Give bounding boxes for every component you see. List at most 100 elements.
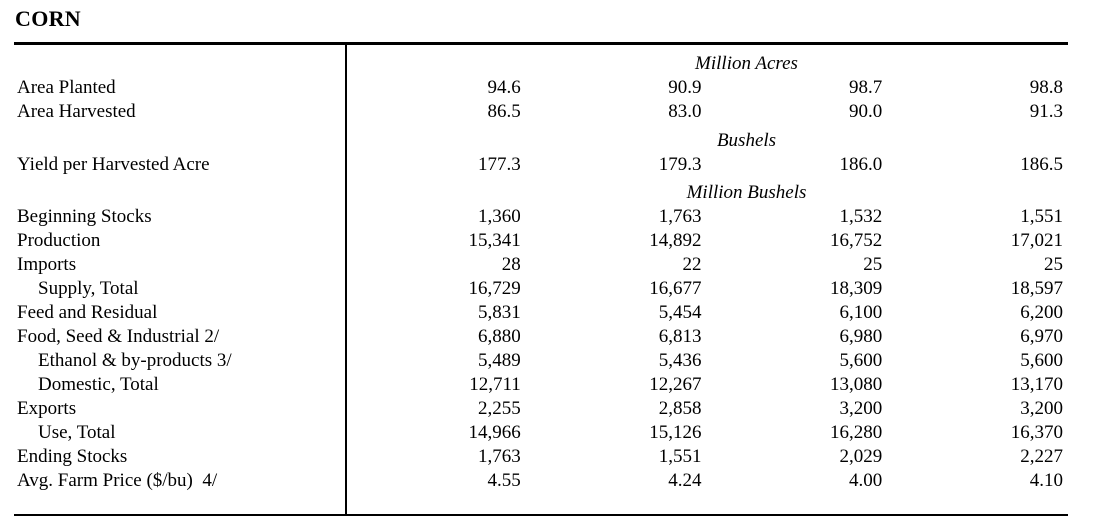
value-cell: 98.8	[1029, 77, 1063, 98]
value-cell: 16,677	[649, 278, 702, 299]
value-cell: 15,341	[468, 230, 521, 251]
value-cell: 4.10	[1029, 470, 1063, 491]
value-cell: 1,532	[839, 206, 883, 227]
value-cell: 94.6	[487, 77, 521, 98]
row-label: Exports	[17, 398, 77, 419]
empty-label-cell	[14, 181, 345, 205]
value-cell: 14,892	[649, 230, 702, 251]
unit-header-million-bushels: Million Bushels	[686, 182, 807, 203]
value-cell: 1,763	[658, 206, 702, 227]
unit-header-million-acres: Million Acres	[695, 53, 798, 74]
value-cell: 90.0	[849, 101, 883, 122]
empty-label-cell	[14, 129, 345, 153]
value-cell: 18,597	[1010, 278, 1063, 299]
value-cell: 13,080	[830, 374, 883, 395]
empty-label-cell	[14, 52, 345, 76]
table-row-avg-farm-price: Avg. Farm Price ($/bu) 4/ 4.55 4.24 4.00…	[14, 469, 1068, 493]
value-cell: 186.5	[1020, 154, 1063, 175]
value-cell: 12,711	[469, 374, 521, 395]
value-cell: 83.0	[668, 101, 702, 122]
value-cell: 5,600	[839, 350, 883, 371]
table-row-food-seed-industrial: Food, Seed & Industrial 2/ 6,880 6,813 6…	[14, 325, 1068, 349]
value-cell: 25	[863, 254, 883, 275]
value-cell: 98.7	[849, 77, 883, 98]
value-cell: 179.3	[658, 154, 702, 175]
table-row-area-harvested: Area Harvested 86.5 83.0 90.0 91.3	[14, 100, 1068, 124]
value-cell: 1,360	[478, 206, 521, 227]
value-cell: 91.3	[1029, 101, 1063, 122]
value-cell: 3,200	[839, 398, 883, 419]
value-cell: 1,763	[478, 446, 521, 467]
value-cell: 6,880	[478, 326, 521, 347]
row-label: Imports	[17, 254, 77, 275]
value-cell: 6,100	[839, 302, 883, 323]
row-label: Avg. Farm Price ($/bu) 4/	[17, 470, 218, 491]
value-cell: 13,170	[1010, 374, 1063, 395]
value-cell: 90.9	[668, 77, 702, 98]
table-row-exports: Exports 2,255 2,858 3,200 3,200	[14, 397, 1068, 421]
value-cell: 4.55	[487, 470, 521, 491]
page-title: CORN	[15, 6, 81, 31]
value-cell: 15,126	[649, 422, 702, 443]
table-row-domestic-total: Domestic, Total 12,711 12,267 13,080 13,…	[14, 373, 1068, 397]
value-cell: 12,267	[649, 374, 702, 395]
value-cell: 86.5	[487, 101, 521, 122]
value-cell: 6,970	[1020, 326, 1063, 347]
row-label: Area Harvested	[17, 101, 136, 122]
value-cell: 5,436	[658, 350, 702, 371]
table-row-supply-total: Supply, Total 16,729 16,677 18,309 18,59…	[14, 277, 1068, 301]
table-row-production: Production 15,341 14,892 16,752 17,021	[14, 229, 1068, 253]
row-label: Use, Total	[38, 422, 116, 443]
row-label: Beginning Stocks	[17, 206, 152, 227]
table-row-imports: Imports 28 22 25 25	[14, 253, 1068, 277]
value-cell: 2,029	[839, 446, 883, 467]
value-cell: 4.24	[668, 470, 702, 491]
value-cell: 5,831	[478, 302, 521, 323]
table-row-ending-stocks: Ending Stocks 1,763 1,551 2,029 2,227	[14, 445, 1068, 469]
value-cell: 177.3	[478, 154, 521, 175]
row-label: Ethanol & by-products 3/	[38, 350, 232, 371]
column-divider-rule	[345, 45, 347, 514]
row-label: Ending Stocks	[17, 446, 128, 467]
table-content: Million Acres Area Planted 94.6 90.9 98.…	[14, 52, 1068, 493]
value-cell: 1,551	[658, 446, 702, 467]
row-label: Area Planted	[17, 77, 116, 98]
value-cell: 2,858	[658, 398, 702, 419]
table-row-beginning-stocks: Beginning Stocks 1,360 1,763 1,532 1,551	[14, 205, 1068, 229]
value-cell: 2,227	[1020, 446, 1063, 467]
value-cell: 16,729	[468, 278, 521, 299]
value-cell: 3,200	[1020, 398, 1063, 419]
value-cell: 18,309	[830, 278, 883, 299]
value-cell: 1,551	[1020, 206, 1063, 227]
value-cell: 22	[682, 254, 702, 275]
value-cell: 2,255	[478, 398, 521, 419]
value-cell: 16,752	[830, 230, 883, 251]
table-row-yield: Yield per Harvested Acre 177.3 179.3 186…	[14, 153, 1068, 177]
value-cell: 5,454	[658, 302, 702, 323]
value-cell: 16,370	[1010, 422, 1063, 443]
value-cell: 6,813	[658, 326, 702, 347]
row-label: Production	[17, 230, 101, 251]
unit-header-row: Million Acres	[14, 52, 1068, 76]
commodity-balance-table: Million Acres Area Planted 94.6 90.9 98.…	[14, 42, 1068, 516]
table-row-ethanol: Ethanol & by-products 3/ 5,489 5,436 5,6…	[14, 349, 1068, 373]
table-row-use-total: Use, Total 14,966 15,126 16,280 16,370	[14, 421, 1068, 445]
table-row-area-planted: Area Planted 94.6 90.9 98.7 98.8	[14, 76, 1068, 100]
unit-header-row: Million Bushels	[14, 181, 1068, 205]
value-cell: 28	[501, 254, 521, 275]
row-label: Food, Seed & Industrial 2/	[17, 326, 220, 347]
value-cell: 14,966	[468, 422, 521, 443]
table-row-feed-residual: Feed and Residual 5,831 5,454 6,100 6,20…	[14, 301, 1068, 325]
unit-header-bushels: Bushels	[716, 130, 777, 151]
value-cell: 16,280	[830, 422, 883, 443]
value-cell: 4.00	[849, 470, 883, 491]
value-cell: 5,600	[1020, 350, 1063, 371]
value-cell: 25	[1044, 254, 1063, 275]
row-label: Yield per Harvested Acre	[17, 154, 210, 175]
row-label: Supply, Total	[38, 278, 139, 299]
row-label: Domestic, Total	[38, 374, 159, 395]
value-cell: 6,200	[1020, 302, 1063, 323]
value-cell: 17,021	[1010, 230, 1063, 251]
row-label: Feed and Residual	[17, 302, 158, 323]
